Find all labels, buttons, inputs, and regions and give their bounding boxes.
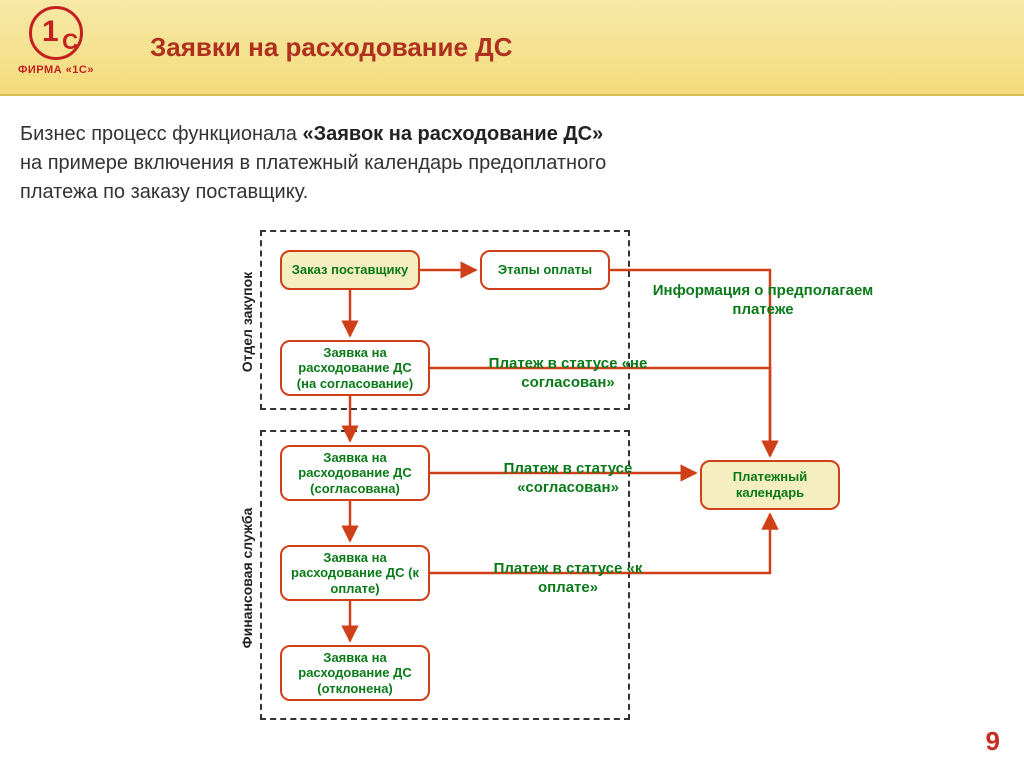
node-payment-calendar: Платежный календарь: [700, 460, 840, 510]
intro-paragraph: Бизнес процесс функционала «Заявок на ра…: [20, 120, 620, 207]
node-supplier-order-label: Заказ поставщику: [292, 262, 408, 278]
node-request-approved-label: Заявка на расходование ДС (согласована): [288, 450, 422, 497]
node-request-approved: Заявка на расходование ДС (согласована): [280, 445, 430, 501]
node-request-to-pay: Заявка на расходование ДС (к оплате): [280, 545, 430, 601]
annot-status-not-approved: Платеж в статусе «не согласован»: [468, 355, 668, 393]
swimlane-procurement-label: Отдел закупок: [239, 257, 255, 387]
node-payment-stages: Этапы оплаты: [480, 250, 610, 290]
node-request-rejected: Заявка на расходование ДС (отклонена): [280, 645, 430, 701]
node-request-to-approve: Заявка на расходование ДС (на согласован…: [280, 340, 430, 396]
brand-label: ФИРМА «1С»: [14, 64, 98, 76]
node-payment-calendar-label: Платежный календарь: [708, 469, 832, 500]
intro-pre: Бизнес процесс функционала: [20, 123, 302, 145]
logo-1c-icon: [29, 6, 83, 60]
intro-bold: «Заявок на расходование ДС»: [302, 123, 603, 145]
node-request-to-approve-label: Заявка на расходование ДС (на согласован…: [288, 345, 422, 392]
node-request-to-pay-label: Заявка на расходование ДС (к оплате): [288, 550, 422, 597]
annot-status-to-pay: Платеж в статусе «к оплате»: [468, 560, 668, 598]
brand-logo: ФИРМА «1С»: [14, 6, 98, 76]
page-number: 9: [986, 726, 1000, 757]
page-title: Заявки на расходование ДС: [150, 32, 512, 63]
annot-expected-payment: Информация о предполагаем платеже: [648, 282, 878, 320]
node-request-rejected-label: Заявка на расходование ДС (отклонена): [288, 650, 422, 697]
node-supplier-order: Заказ поставщику: [280, 250, 420, 290]
flow-diagram: Отдел закупок Финансовая служба Заказ по…: [0, 220, 1024, 760]
swimlane-finance-label: Финансовая служба: [239, 503, 255, 653]
annot-status-approved: Платеж в статусе «согласован»: [468, 460, 668, 498]
intro-post: на примере включения в платежный календа…: [20, 152, 606, 203]
node-payment-stages-label: Этапы оплаты: [498, 262, 592, 278]
